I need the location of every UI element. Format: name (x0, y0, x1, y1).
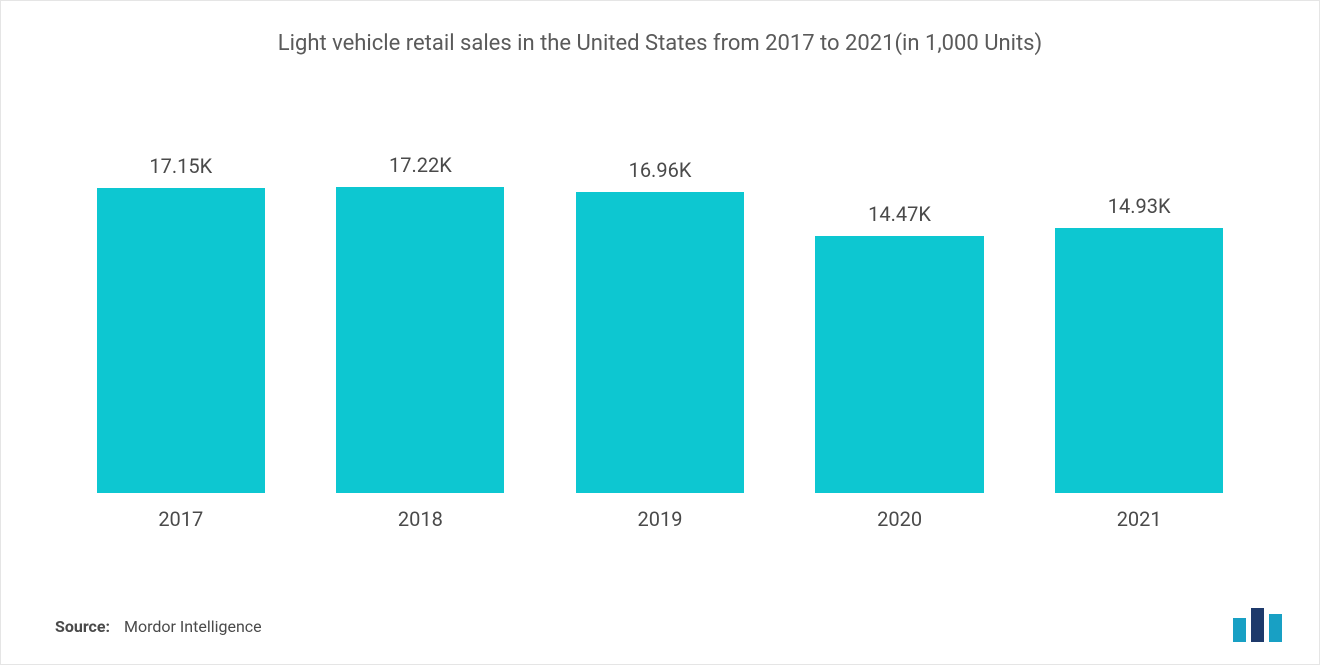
bar-group-2018: 17.22K 2018 (313, 153, 529, 531)
bar-value-label: 14.93K (1108, 194, 1171, 218)
bar-group-2017: 17.15K 2017 (73, 154, 289, 531)
bar (97, 188, 265, 493)
bar-category-label: 2017 (158, 507, 203, 531)
bar-value-label: 14.47K (868, 202, 931, 226)
bar (336, 187, 504, 493)
source-attribution: Source: Mordor Intelligence (55, 617, 262, 636)
mordor-logo-icon (1231, 606, 1285, 642)
bar-chart: 17.15K 2017 17.22K 2018 16.96K 2019 14.4… (61, 151, 1259, 531)
bar-group-2019: 16.96K 2019 (552, 158, 768, 532)
bar-category-label: 2021 (1117, 507, 1162, 531)
bar-value-label: 17.22K (389, 153, 452, 177)
chart-title: Light vehicle retail sales in the United… (1, 1, 1319, 56)
bar-category-label: 2018 (398, 507, 443, 531)
source-label: Source: (55, 617, 110, 636)
bar-value-label: 16.96K (629, 158, 692, 182)
bar-category-label: 2020 (877, 507, 922, 531)
bar-category-label: 2019 (638, 507, 683, 531)
bar-group-2020: 14.47K 2020 (792, 202, 1008, 531)
source-text: Mordor Intelligence (124, 617, 262, 636)
bar-group-2021: 14.93K 2021 (1031, 194, 1247, 531)
bar (1055, 228, 1223, 493)
bar-value-label: 17.15K (149, 154, 212, 178)
bar (576, 192, 744, 494)
bar (815, 236, 983, 493)
